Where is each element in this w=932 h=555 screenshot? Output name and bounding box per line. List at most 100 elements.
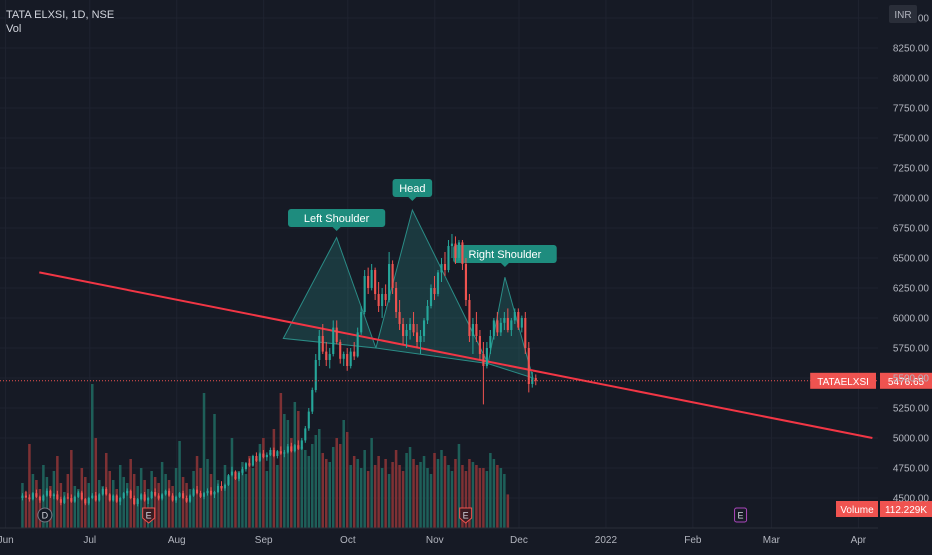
candle[interactable] [49, 489, 52, 498]
candle[interactable] [262, 450, 265, 459]
event-marker-d[interactable]: D [37, 507, 53, 523]
candle[interactable] [143, 492, 146, 502]
candle[interactable] [255, 452, 258, 462]
candle[interactable] [443, 252, 447, 276]
candle[interactable] [290, 442, 293, 453]
volume-value-label[interactable]: 112.229K [885, 505, 927, 516]
candle[interactable] [346, 348, 349, 371]
candle[interactable] [206, 488, 209, 496]
candle[interactable] [531, 372, 534, 388]
candle[interactable] [115, 494, 118, 503]
candle[interactable] [269, 447, 272, 456]
candle[interactable] [429, 284, 433, 309]
pattern-label[interactable]: Left Shoulder [288, 209, 386, 231]
candle[interactable] [349, 348, 352, 369]
symbol-tag[interactable]: TATAELXSI [817, 377, 869, 388]
candle[interactable] [234, 470, 237, 480]
neckline-trendline[interactable] [39, 271, 873, 439]
candle[interactable] [360, 306, 363, 335]
candle[interactable] [374, 267, 377, 300]
candle[interactable] [311, 387, 314, 414]
candle[interactable] [209, 487, 213, 496]
candle[interactable] [534, 374, 537, 386]
candle[interactable] [391, 260, 394, 294]
head-shoulders-pattern[interactable]: Left Shoulder Head Right Shoulder [39, 179, 873, 439]
candle[interactable] [42, 494, 45, 502]
candle[interactable] [24, 490, 27, 498]
candle[interactable] [129, 489, 132, 500]
candle[interactable] [520, 315, 523, 333]
candle[interactable] [457, 240, 461, 261]
candle[interactable] [297, 440, 300, 450]
volume-tag[interactable]: Volume [840, 505, 874, 516]
candle[interactable] [108, 493, 111, 502]
candle[interactable] [482, 342, 485, 405]
candle[interactable] [98, 493, 101, 502]
candle[interactable] [475, 312, 478, 342]
candle[interactable] [464, 258, 468, 306]
time-axis[interactable]: Jun Jul Aug Sep Oct Nov Dec 2022 Feb Mar Apr [0, 527, 878, 546]
candle[interactable] [440, 258, 443, 282]
candle[interactable] [105, 487, 108, 496]
candle[interactable] [38, 495, 41, 503]
candle[interactable] [342, 351, 345, 366]
candle[interactable] [335, 320, 338, 345]
candle[interactable] [28, 494, 31, 502]
candle[interactable] [398, 300, 401, 330]
candle[interactable] [450, 234, 454, 258]
candle[interactable] [517, 308, 520, 330]
candle[interactable] [513, 308, 516, 324]
candle[interactable] [328, 348, 331, 369]
candle[interactable] [395, 282, 398, 318]
candle[interactable] [307, 408, 310, 431]
candle[interactable] [283, 450, 286, 458]
candle[interactable] [91, 493, 94, 500]
candle[interactable] [454, 236, 457, 264]
candle[interactable] [21, 493, 24, 501]
candle[interactable] [408, 318, 412, 340]
candle[interactable] [293, 444, 296, 453]
candle[interactable] [119, 496, 122, 506]
candle[interactable] [70, 494, 73, 503]
candle[interactable] [422, 318, 426, 342]
candle[interactable] [161, 493, 164, 501]
candle[interactable] [468, 294, 471, 342]
candle[interactable] [492, 318, 495, 340]
candle[interactable] [84, 498, 87, 506]
candle[interactable] [356, 327, 359, 358]
candle[interactable] [370, 264, 373, 291]
candle[interactable] [230, 466, 234, 477]
candle[interactable] [52, 493, 55, 500]
candle[interactable] [244, 462, 247, 472]
candle[interactable] [384, 284, 387, 306]
candle[interactable] [251, 454, 254, 467]
candle[interactable] [202, 492, 206, 500]
candle[interactable] [154, 488, 157, 497]
candle[interactable] [164, 489, 167, 496]
candle[interactable] [436, 270, 440, 297]
candle[interactable] [510, 318, 513, 336]
candle[interactable] [227, 474, 230, 486]
candle[interactable] [286, 444, 289, 454]
candle[interactable] [419, 330, 422, 354]
candle[interactable] [182, 490, 185, 500]
candle[interactable] [402, 318, 405, 345]
candle[interactable] [258, 452, 261, 462]
candle[interactable] [332, 320, 335, 357]
candle[interactable] [66, 493, 69, 500]
candle[interactable] [213, 490, 216, 498]
candle[interactable] [168, 488, 171, 497]
candle[interactable] [527, 342, 530, 393]
candle[interactable] [112, 494, 115, 502]
candle[interactable] [101, 487, 104, 496]
candle[interactable] [73, 495, 76, 503]
candlestick-series[interactable] [21, 234, 537, 507]
candle[interactable] [314, 354, 317, 393]
candle[interactable] [45, 488, 48, 497]
candle[interactable] [353, 342, 356, 360]
candle[interactable] [80, 490, 83, 501]
candle[interactable] [216, 483, 220, 494]
candle[interactable] [447, 240, 450, 273]
